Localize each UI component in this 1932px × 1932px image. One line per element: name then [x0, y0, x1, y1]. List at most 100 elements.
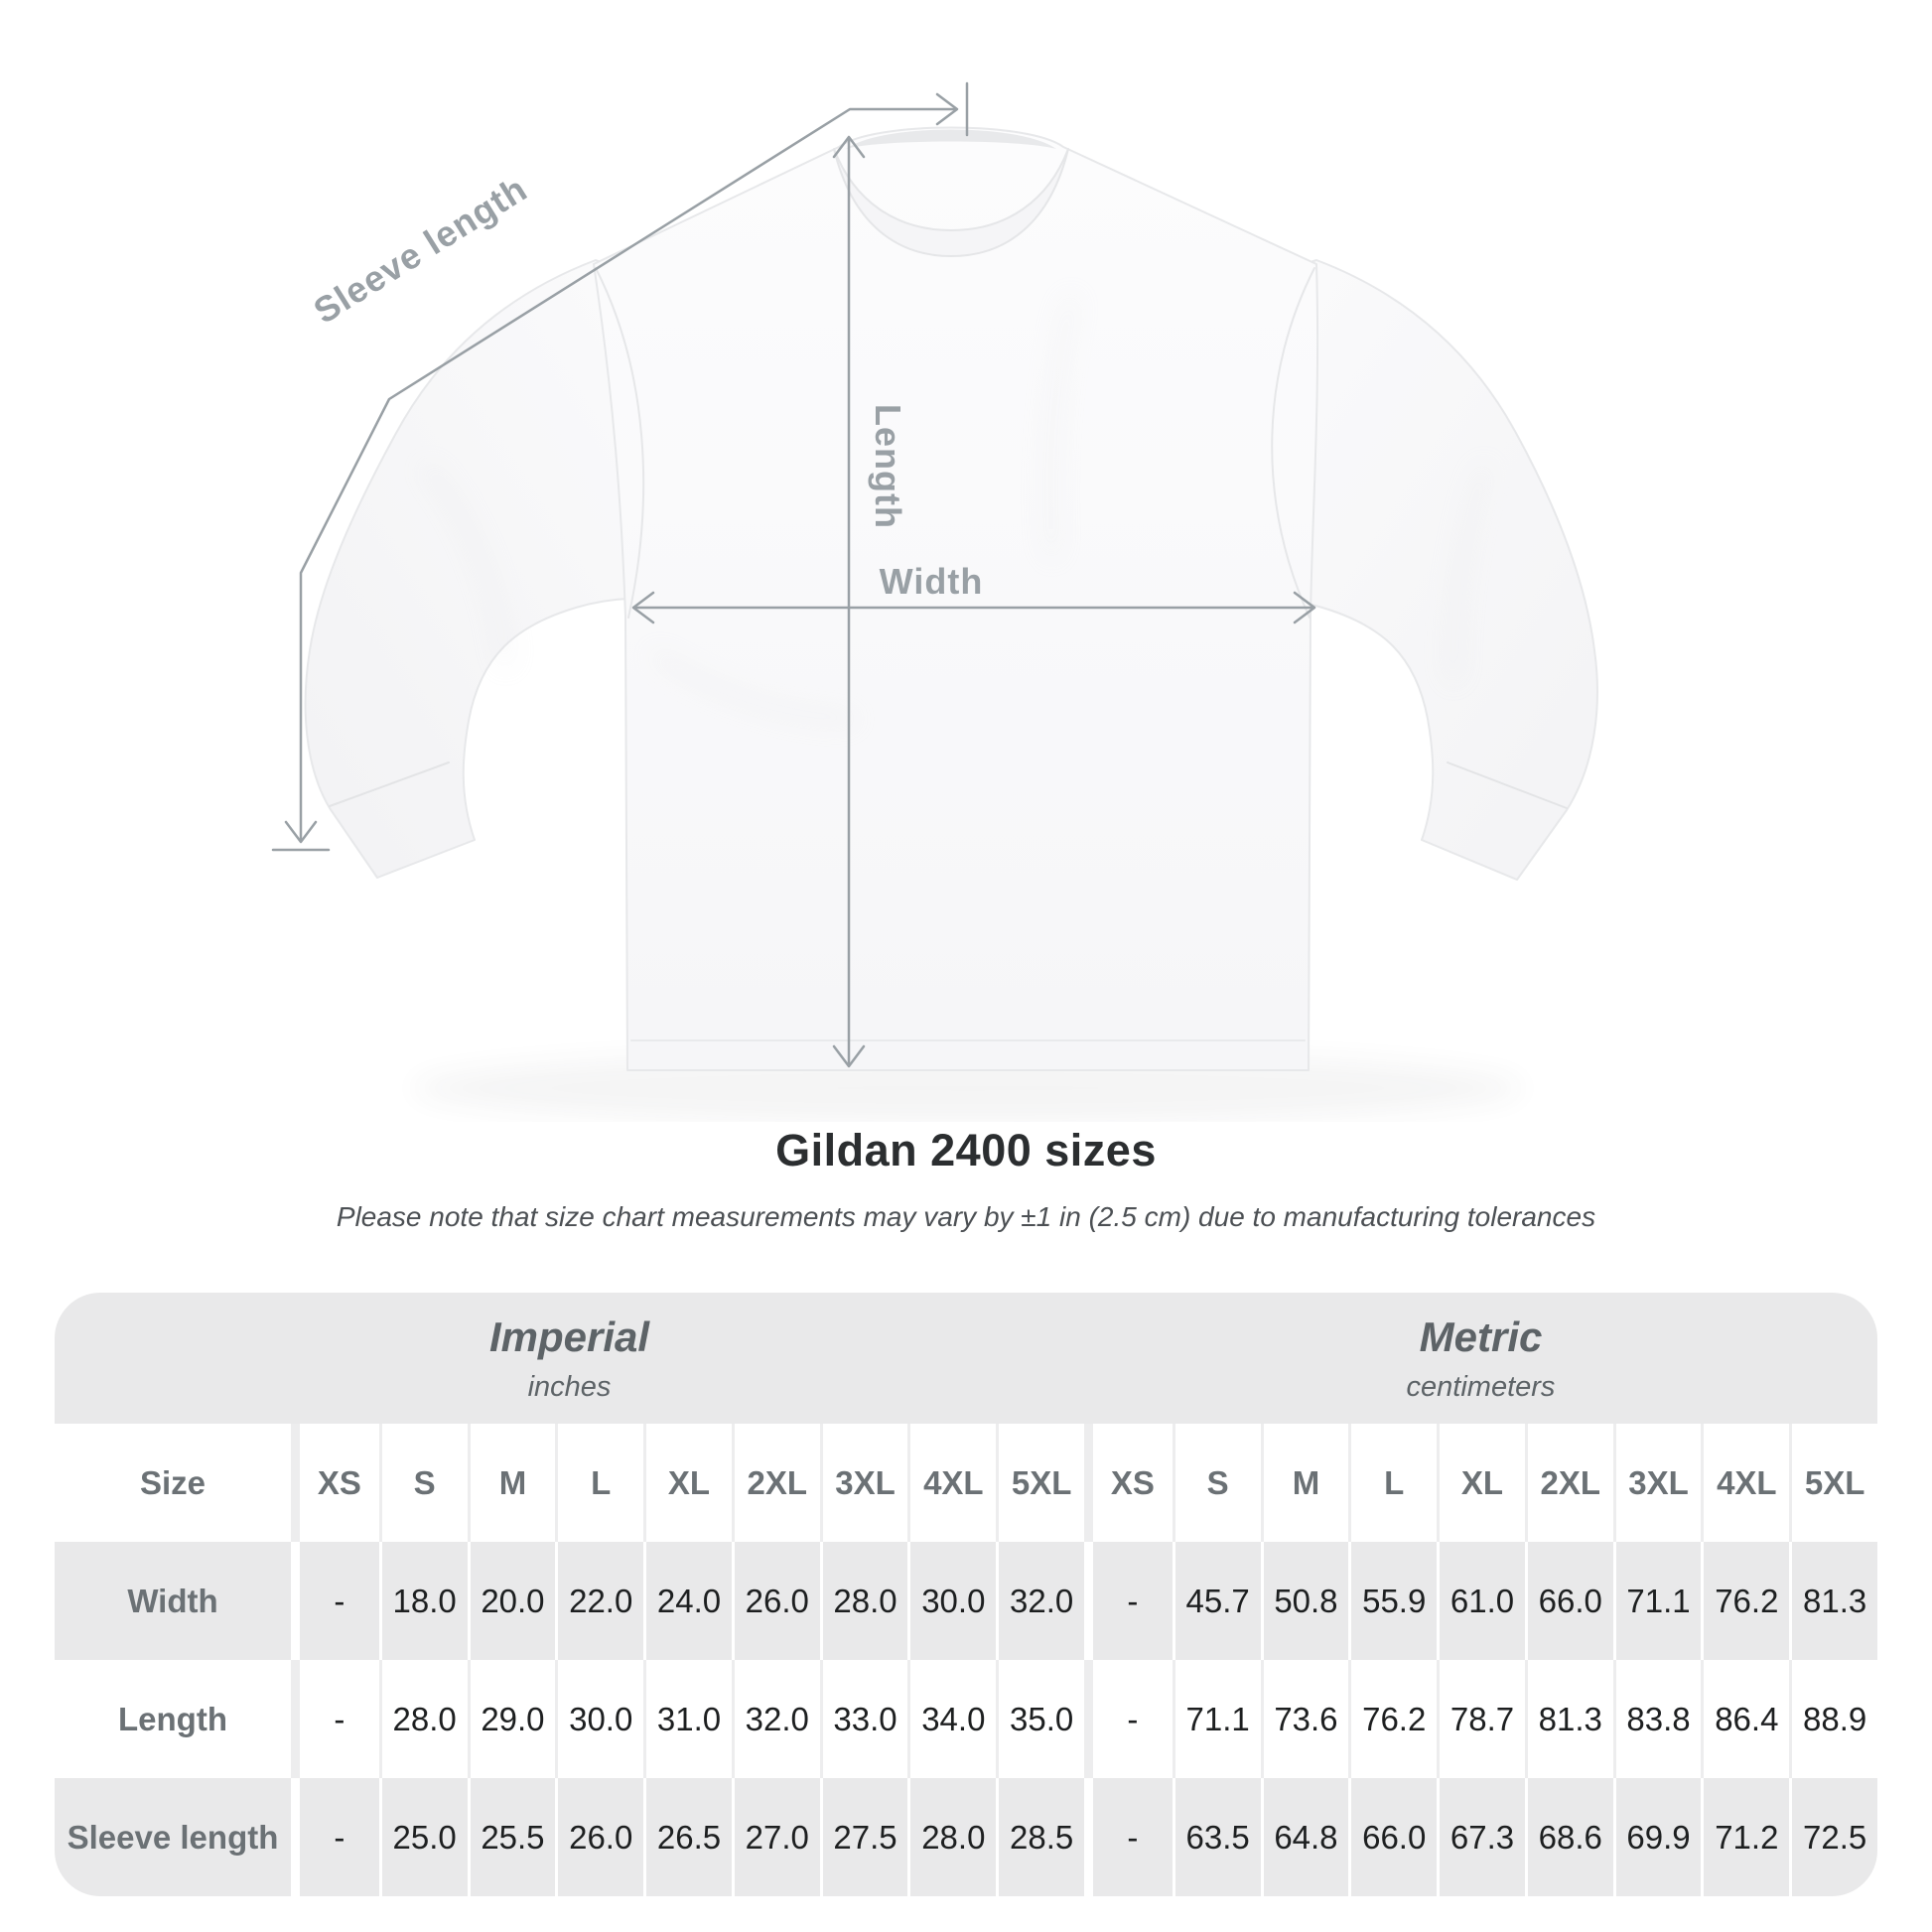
measurement-value: 83.8 [1612, 1660, 1702, 1778]
size-column-header: XS [291, 1424, 379, 1542]
size-column-header: 3XL [1612, 1424, 1702, 1542]
measurement-value: 86.4 [1701, 1660, 1789, 1778]
row-label: Sleeve length [67, 1818, 279, 1856]
measurement-row: Width -18.0 20.0 22.0 24.0 26.0 28.0 30.0 32.0-4… [55, 1542, 1877, 1660]
metric-title: Metric [1419, 1312, 1543, 1360]
left-cuff-seam [329, 761, 450, 807]
row-label: Length [118, 1700, 227, 1737]
measurement-value: 27.0 [731, 1778, 820, 1896]
measurement-value: 81.3 [1524, 1660, 1613, 1778]
measurement-value: 35.0 [996, 1660, 1084, 1778]
size-header-row: Size XS S M L XL 2XL 3XL 4XL 5XL XS S M L XL 2XL 3XL 4XL 5… [55, 1424, 1877, 1542]
collar-back [846, 129, 1056, 149]
fabric-folds [423, 294, 1489, 723]
page-subtitle: Please note that size chart measurements… [336, 1201, 1596, 1232]
imperial-title: Imperial [488, 1312, 650, 1360]
measurement-value: 18.0 [378, 1542, 468, 1660]
measurement-value: 71.1 [1172, 1660, 1261, 1778]
page-title: Gildan 2400 sizes [775, 1125, 1157, 1175]
measurement-value: 33.0 [819, 1660, 908, 1778]
size-column-header: S [378, 1424, 468, 1542]
length-label: Length [868, 404, 908, 529]
metric-unit: centimeters [1406, 1370, 1556, 1403]
measurement-row: Sleeve length -25.0 25.5 26.0 26.5 27.0 27.5 28… [55, 1778, 1877, 1896]
measurement-value: 71.1 [1612, 1542, 1702, 1660]
size-column-header: M [467, 1424, 556, 1542]
measurement-value: 22.0 [555, 1542, 643, 1660]
size-column-header: 4XL [907, 1424, 996, 1542]
measurement-value: 24.0 [643, 1542, 732, 1660]
measurement-value: 25.0 [378, 1778, 468, 1896]
row-label: Width [127, 1582, 218, 1619]
measurement-value: 67.3 [1437, 1778, 1525, 1896]
measurement-value: 61.0 [1437, 1542, 1525, 1660]
size-column-header: 5XL [996, 1424, 1084, 1542]
measurement-value: 50.8 [1260, 1542, 1349, 1660]
left-armhole-seam [595, 267, 645, 619]
measurement-value: 26.5 [643, 1778, 732, 1896]
unit-header-row: Imperial inches Metric centimeters [55, 1293, 1877, 1424]
size-column-header: 3XL [819, 1424, 908, 1542]
measurement-value: 28.0 [378, 1660, 468, 1778]
size-column-header: 2XL [1524, 1424, 1613, 1542]
width-arrow [631, 591, 1316, 624]
collar-band [833, 148, 1069, 257]
measurement-value: 76.2 [1701, 1542, 1789, 1660]
sleeve-length-label: Sleeve length [307, 168, 535, 332]
right-armhole-seam [1271, 267, 1315, 619]
measurement-value: 29.0 [467, 1660, 556, 1778]
measurement-value: 64.8 [1260, 1778, 1349, 1896]
measurement-value: 34.0 [907, 1660, 996, 1778]
measurement-value: 72.5 [1789, 1778, 1877, 1896]
measurement-value: 28.0 [819, 1542, 908, 1660]
shirt-left-sleeve [304, 259, 696, 879]
measurement-value: 30.0 [555, 1660, 643, 1778]
size-column-header: M [1260, 1424, 1349, 1542]
size-column-header: 4XL [1701, 1424, 1789, 1542]
measurement-value: - [291, 1660, 379, 1778]
measurement-value: - [1084, 1542, 1173, 1660]
measurement-value: 20.0 [467, 1542, 556, 1660]
length-arrow [832, 135, 866, 1068]
measurement-value: 25.5 [467, 1778, 556, 1896]
measurement-value: 55.9 [1348, 1542, 1437, 1660]
measurement-value: 31.0 [643, 1660, 732, 1778]
measurement-value: - [291, 1542, 379, 1660]
size-column-header: L [1348, 1424, 1437, 1542]
measurement-lines [271, 81, 1316, 1068]
size-table: Imperial inches Metric centimeters Size X… [55, 1293, 1877, 1896]
size-column-header: 2XL [731, 1424, 820, 1542]
size-column-header: 5XL [1789, 1424, 1877, 1542]
measurement-value: 76.2 [1348, 1660, 1437, 1778]
measurement-value: 68.6 [1524, 1778, 1613, 1896]
measurement-value: 45.7 [1172, 1542, 1261, 1660]
imperial-unit: inches [527, 1370, 612, 1403]
measurement-row: Length -28.0 29.0 30.0 31.0 32.0 33.0 34.0 35.0-… [55, 1660, 1877, 1778]
measurement-value: 28.0 [907, 1778, 996, 1896]
measurement-value: - [1084, 1660, 1173, 1778]
measurement-value: 26.0 [555, 1778, 643, 1896]
metric-header: Metric centimeters [1084, 1293, 1877, 1424]
measurement-value: 73.6 [1260, 1660, 1349, 1778]
size-column-header: XL [1437, 1424, 1525, 1542]
sleeve-length-arrow [271, 81, 969, 852]
measurement-value: 81.3 [1789, 1542, 1877, 1660]
row-label: Size [139, 1463, 207, 1501]
imperial-header: Imperial inches [55, 1293, 1084, 1424]
measurement-value: 66.0 [1348, 1778, 1437, 1896]
measurement-value: 30.0 [907, 1542, 996, 1660]
size-column-header: S [1172, 1424, 1261, 1542]
measurement-value: - [291, 1778, 379, 1896]
right-cuff-seam [1447, 761, 1568, 809]
measurement-value: 88.9 [1789, 1660, 1877, 1778]
measurement-value: 71.2 [1701, 1778, 1789, 1896]
measurement-value: 27.5 [819, 1778, 908, 1896]
width-label: Width [880, 561, 984, 602]
measurement-value: 69.9 [1612, 1778, 1702, 1896]
measurement-value: 28.5 [996, 1778, 1084, 1896]
size-column-header: L [555, 1424, 643, 1542]
size-column-header: XL [643, 1424, 732, 1542]
measurement-value: 66.0 [1524, 1542, 1613, 1660]
measurement-value: 26.0 [731, 1542, 820, 1660]
shirt-illustration [304, 126, 1598, 1071]
